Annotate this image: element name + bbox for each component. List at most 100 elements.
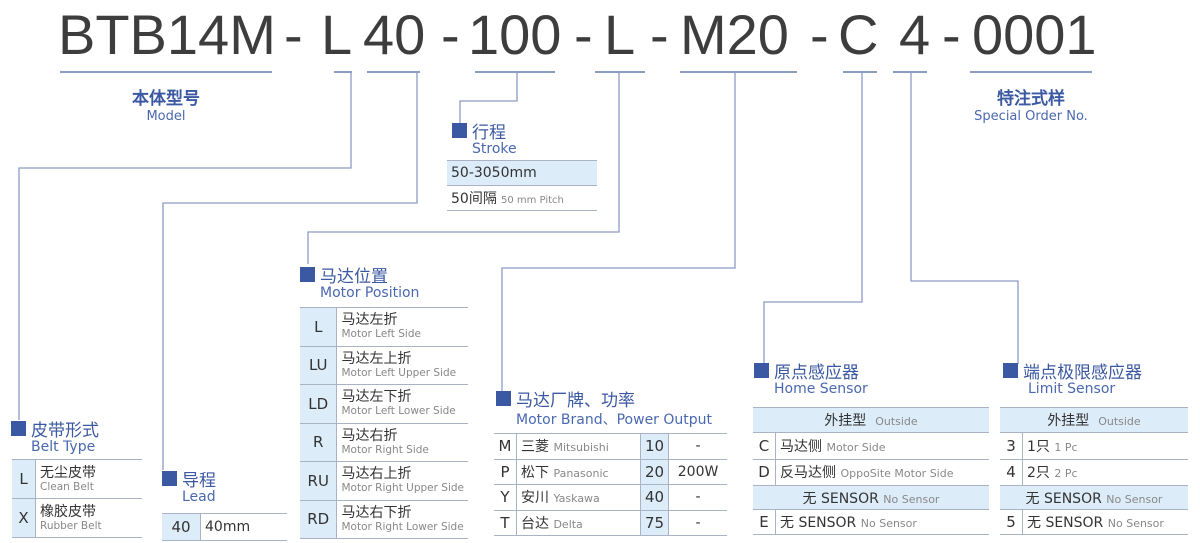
power-code: 75: [645, 513, 665, 532]
table-row: LU 马达左上折 Motor Left Upper Side: [300, 345, 468, 385]
code-cell: RU: [300, 461, 338, 501]
sensor-name-en: 2 Pc: [1054, 467, 1078, 481]
sensor-name-cn: 马达侧: [780, 438, 822, 455]
code-cell: LU: [300, 345, 338, 385]
connector-motor-brand: [501, 72, 736, 392]
table-row: X 橡胶皮带 Rubber Belt: [12, 498, 142, 538]
outside-cn: 外挂型: [1047, 413, 1090, 429]
connector-lead: [162, 72, 418, 470]
code-cell: L: [12, 459, 36, 499]
sensor-code: C: [758, 436, 770, 455]
connector-limit-sensor: [910, 72, 1019, 364]
table-row: C 马达侧 Motor Side: [753, 432, 989, 460]
sensor-name-cn: 反马达侧: [780, 465, 836, 482]
power-code-cell: 40: [640, 484, 670, 511]
limit-sensor-table: 外挂型 Outside 3 1只 1 Pc 4 2只 2 Pc 无 SENSOR No S…: [1000, 407, 1188, 535]
position-code: RU: [307, 471, 329, 490]
special-order-label-en: Special Order No.: [974, 109, 1088, 124]
brand-code: T: [500, 513, 510, 532]
special-order-label-cn: 特注式样: [997, 89, 1065, 109]
position-name-cn: 马达右上折: [341, 466, 412, 483]
sensor-code: 5: [1006, 513, 1016, 531]
desc-cell: 马达右下折 Motor Right Lower Side: [336, 499, 468, 539]
belt-type-heading-cn: 皮带形式: [31, 421, 99, 441]
table-row: M 三菱 Mitsubishi 10-: [494, 433, 727, 460]
limit-sensor-heading-cn: 端点极限感应器: [1023, 363, 1142, 383]
model-label-en: Model: [146, 109, 186, 124]
position-name-en: Motor Left Upper Side: [341, 366, 457, 379]
underline: [60, 71, 272, 73]
sensor-name-en: Motor Side: [826, 440, 886, 454]
code-limit-sensor: 4: [899, 3, 931, 66]
sensor-name-en: 1 Pc: [1054, 440, 1078, 454]
power-cell: -: [668, 509, 727, 536]
stroke-heading-en: Stroke: [472, 141, 517, 157]
code-dash: -: [284, 3, 303, 66]
outside-en: Outside: [1098, 415, 1141, 428]
lead-value: 40mm: [200, 513, 287, 541]
belt-name-cn: 橡胶皮带: [40, 503, 96, 520]
brand-name-en: Panasonic: [553, 466, 609, 480]
brand-code: M: [498, 437, 512, 456]
power-cell: -: [668, 484, 727, 511]
stroke-pitch-cn: 50间隔: [451, 191, 497, 207]
sensor-code: 4: [1006, 463, 1016, 482]
sensor-name-cn: 1只: [1027, 438, 1050, 455]
brand-name-cn: 台达: [521, 515, 549, 532]
connector-stroke: [459, 72, 518, 124]
code-motor-position: L: [604, 3, 636, 66]
no-sensor-cn: 无 SENSOR: [1025, 490, 1102, 507]
code-dash: -: [441, 3, 460, 66]
code-cell: D: [753, 458, 776, 486]
lead-heading-cn: 导程: [182, 471, 216, 491]
code-cell: Y: [494, 484, 517, 511]
table-row: RD 马达右下折 Motor Right Lower Side: [300, 499, 468, 539]
motor-brand-table: M 三菱 Mitsubishi 10- P 松下 Panasonic 20 200W Y 安川 …: [494, 433, 727, 536]
square-marker-icon: [162, 471, 177, 486]
position-name-en: Motor Right Upper Side: [341, 482, 464, 495]
square-marker-icon: [496, 391, 511, 406]
brand-code: P: [500, 462, 510, 481]
no-sensor-header-row: 无 SENSOR No Sensor: [1000, 485, 1188, 510]
motor-position-heading-cn: 马达位置: [320, 267, 388, 287]
sensor-name-en: No Sensor: [860, 517, 917, 530]
power-value: -: [695, 438, 701, 455]
brand-code: Y: [500, 488, 510, 507]
no-sensor-cn: 无 SENSOR: [802, 490, 879, 507]
brand-cell: 三菱 Mitsubishi: [516, 433, 641, 460]
desc-cell: 无 SENSOR No Sensor: [775, 509, 989, 535]
square-marker-icon: [300, 267, 315, 282]
code-cell: 3: [1000, 432, 1023, 460]
brand-cell: 松下 Panasonic: [516, 458, 641, 485]
motor-position-heading-en: Motor Position: [320, 285, 420, 301]
code-cell: X: [12, 498, 36, 538]
table-row: RU 马达右上折 Motor Right Upper Side: [300, 461, 468, 501]
table-row: R 马达右折 Motor Right Side: [300, 422, 468, 462]
table-row: LD 马达左下折 Motor Left Lower Side: [300, 384, 468, 424]
table-row: Y 安川 Yaskawa 40-: [494, 484, 727, 511]
model-label-cn: 本体型号: [132, 89, 200, 109]
table-row: L 无尘皮带 Clean Belt: [12, 459, 142, 499]
position-code: LU: [308, 356, 328, 375]
table-row: 40 40mm: [162, 513, 287, 541]
power-code: 40: [645, 488, 665, 507]
belt-type-table: L 无尘皮带 Clean Belt X 橡胶皮带 Rubber Belt: [12, 459, 142, 538]
special-order-label: 特注式样 Special Order No.: [960, 84, 1102, 124]
sensor-code: E: [759, 513, 769, 531]
code-cell: 5: [1000, 509, 1023, 535]
code-lead: 40: [363, 3, 426, 66]
power-cell: 200W: [668, 458, 727, 485]
lead-heading-en: Lead: [182, 489, 216, 505]
table-row: T 台达 Delta 75-: [494, 509, 727, 536]
brand-name-en: Yaskawa: [553, 492, 600, 506]
desc-cell: 马达左下折 Motor Left Lower Side: [336, 384, 468, 424]
outside-cn: 外挂型: [824, 413, 867, 429]
home-sensor-table: 外挂型 Outside C 马达侧 Motor Side D 反马达侧 OppoSite…: [753, 407, 989, 535]
sensor-name-cn: 2只: [1027, 465, 1050, 482]
brand-name-en: Mitsubishi: [553, 441, 609, 455]
sensor-code: 3: [1006, 436, 1016, 455]
square-marker-icon: [11, 421, 26, 436]
code-cell: P: [494, 458, 517, 485]
sensor-code: D: [758, 463, 770, 482]
outside-header-row: 外挂型 Outside: [1000, 407, 1188, 433]
